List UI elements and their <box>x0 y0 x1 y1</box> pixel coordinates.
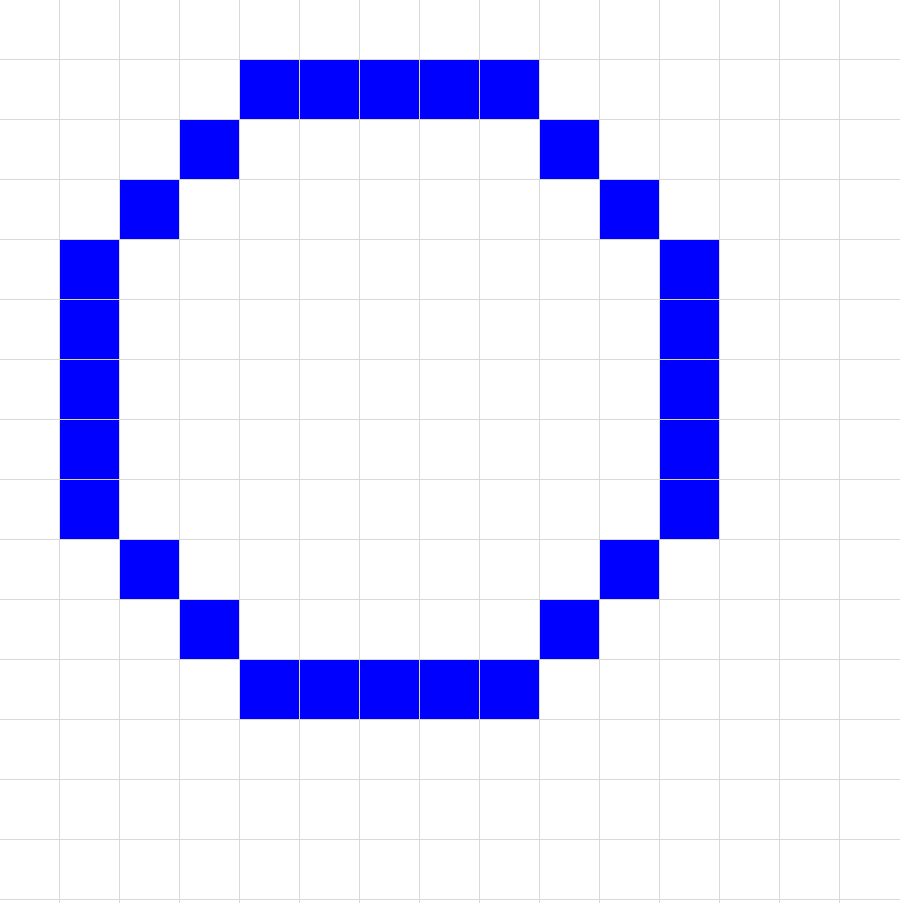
filled-pixel-cell[interactable] <box>180 120 240 180</box>
filled-pixel-cell[interactable] <box>240 60 300 120</box>
filled-pixel-cell[interactable] <box>120 180 180 240</box>
filled-pixel-cell[interactable] <box>360 60 420 120</box>
filled-pixel-cell[interactable] <box>660 300 720 360</box>
filled-pixel-cell[interactable] <box>240 660 300 720</box>
filled-pixel-cell[interactable] <box>480 60 540 120</box>
filled-pixel-cell[interactable] <box>540 120 600 180</box>
filled-pixel-cell[interactable] <box>300 660 360 720</box>
filled-pixel-cell[interactable] <box>420 60 480 120</box>
filled-pixel-cell[interactable] <box>660 240 720 300</box>
filled-pixel-cell[interactable] <box>600 540 660 600</box>
filled-pixel-cell[interactable] <box>420 660 480 720</box>
filled-pixel-cell[interactable] <box>60 240 120 300</box>
filled-pixel-cell[interactable] <box>660 360 720 420</box>
filled-pixel-cell[interactable] <box>60 360 120 420</box>
filled-pixel-cell[interactable] <box>60 480 120 540</box>
filled-pixel-cell[interactable] <box>60 420 120 480</box>
filled-pixel-cell[interactable] <box>660 480 720 540</box>
filled-pixel-cell[interactable] <box>180 600 240 660</box>
filled-pixel-cell[interactable] <box>660 420 720 480</box>
filled-pixel-cell[interactable] <box>360 660 420 720</box>
filled-pixel-cell[interactable] <box>60 300 120 360</box>
filled-pixel-cell[interactable] <box>540 600 600 660</box>
filled-pixel-cell[interactable] <box>120 540 180 600</box>
filled-cells-layer <box>60 60 720 720</box>
filled-pixel-cell[interactable] <box>480 660 540 720</box>
filled-pixel-cell[interactable] <box>600 180 660 240</box>
filled-pixel-cell[interactable] <box>300 60 360 120</box>
